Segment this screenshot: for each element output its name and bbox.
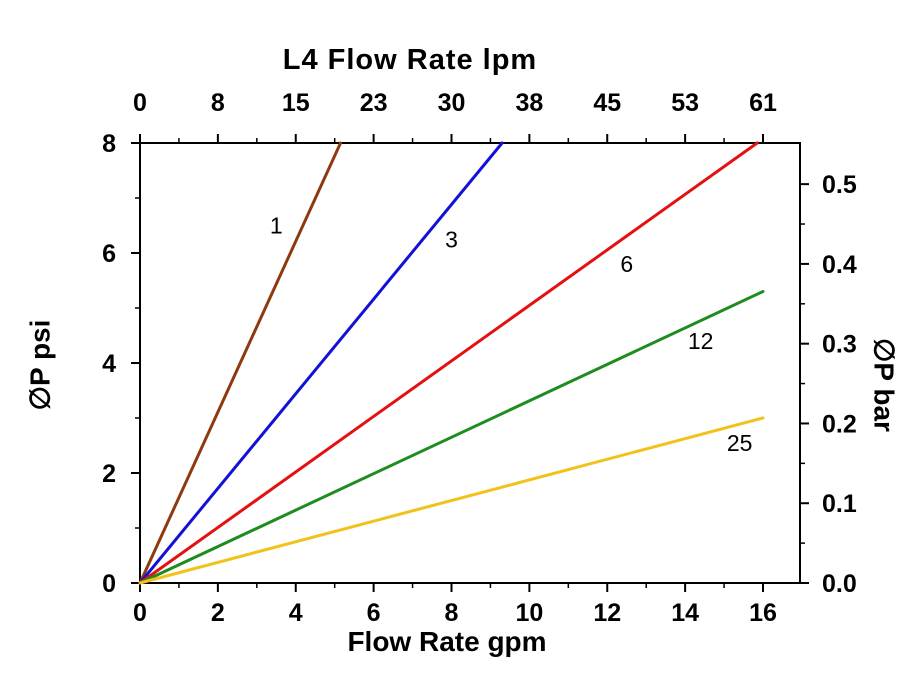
bottom-tick-label: 12	[593, 599, 621, 627]
bottom-tick-label: 0	[133, 599, 147, 627]
right-axis-title: ∅P bar	[868, 338, 900, 432]
bottom-tick-label: 2	[211, 599, 225, 627]
axis-tick-labels: 00284156238301038124514531661024680.00.1…	[102, 89, 857, 627]
series-label-1: 1	[270, 213, 283, 239]
right-tick-label: 0.4	[822, 251, 857, 279]
series-label-6: 6	[620, 251, 633, 277]
top-tick-label: 23	[360, 89, 388, 117]
bottom-tick-label: 10	[515, 599, 543, 627]
series-label-12: 12	[688, 328, 714, 354]
series-line-25	[138, 416, 765, 585]
bottom-tick-label: 8	[445, 599, 459, 627]
right-tick-label: 0.0	[822, 570, 857, 598]
series-labels: 1 3 6 12 25	[270, 213, 753, 456]
series-line-1	[138, 141, 343, 585]
series-label-3: 3	[445, 226, 458, 252]
bottom-tick-label: 16	[749, 599, 777, 627]
left-tick-label: 6	[102, 240, 116, 268]
top-tick-label: 8	[211, 89, 225, 117]
series-lines	[138, 141, 765, 585]
bottom-tick-label: 6	[367, 599, 381, 627]
right-tick-label: 0.5	[822, 171, 857, 199]
right-tick-label: 0.2	[822, 410, 857, 438]
top-axis-title: L4 Flow Rate lpm	[282, 44, 538, 76]
left-tick-label: 8	[102, 130, 116, 158]
top-tick-label: 38	[515, 89, 543, 117]
left-axis-title: ∅P psi	[24, 319, 56, 411]
series-line-12	[138, 290, 765, 585]
top-tick-label: 61	[749, 89, 777, 117]
top-tick-label: 45	[593, 89, 621, 117]
right-tick-label: 0.1	[822, 490, 857, 518]
left-tick-label: 2	[102, 460, 116, 488]
bottom-tick-label: 4	[289, 599, 303, 627]
left-tick-label: 4	[102, 350, 116, 378]
left-tick-label: 0	[102, 570, 116, 598]
right-tick-label: 0.3	[822, 331, 857, 359]
series-line-6	[138, 141, 759, 585]
series-label-25: 25	[727, 430, 753, 456]
top-tick-label: 0	[133, 89, 147, 117]
axis-ticks	[131, 134, 809, 592]
bottom-tick-label: 14	[671, 599, 699, 627]
top-tick-label: 30	[438, 89, 466, 117]
top-tick-label: 53	[671, 89, 699, 117]
bottom-axis-title: Flow Rate gpm	[347, 626, 547, 657]
top-tick-label: 15	[282, 89, 310, 117]
series-line-3	[138, 141, 504, 585]
